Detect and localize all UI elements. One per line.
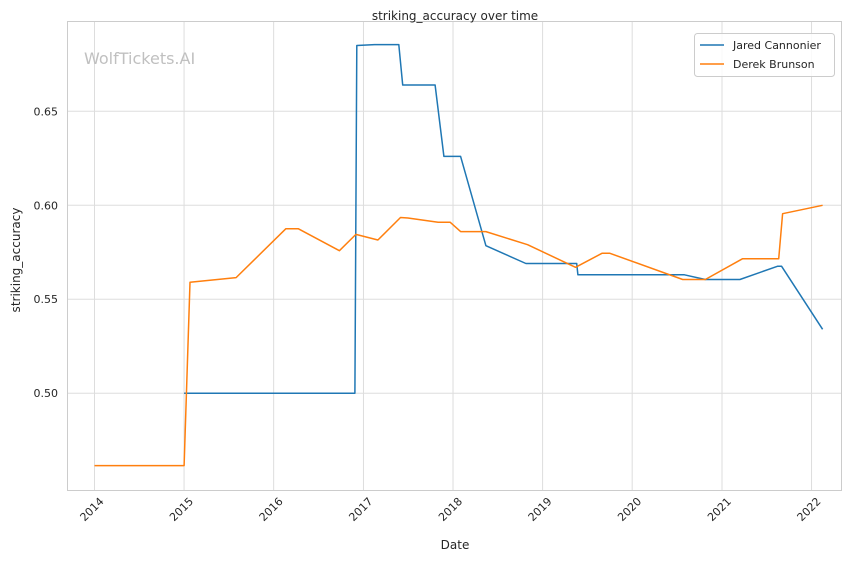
y-tick-label: 0.55 (34, 293, 59, 306)
tick-labels: 2014 2015 2016 2017 2018 2019 2020 2021 20220.50… (34, 105, 824, 524)
legend-box (694, 33, 835, 77)
y-axis-label: striking_accuracy (9, 208, 23, 313)
chart-title: striking_accuracy over time (372, 9, 538, 23)
y-tick-label: 0.65 (34, 105, 59, 118)
legend: Jared Cannonier Derek Brunson (694, 33, 835, 77)
y-tick-label: 0.60 (34, 199, 59, 212)
plot-frame (67, 21, 842, 491)
series-line-jared-cannonier (184, 43, 824, 394)
x-axis-label: Date (441, 538, 470, 552)
legend-label-jared-cannonier: Jared Cannonier (732, 39, 821, 52)
grid-lines (68, 22, 841, 490)
watermark-text: WolfTickets.AI (84, 49, 195, 68)
series-line-derek-brunson (94, 204, 823, 467)
y-tick-label: 0.50 (34, 387, 59, 400)
series-lines (94, 43, 824, 467)
legend-label-derek-brunson: Derek Brunson (733, 58, 815, 71)
